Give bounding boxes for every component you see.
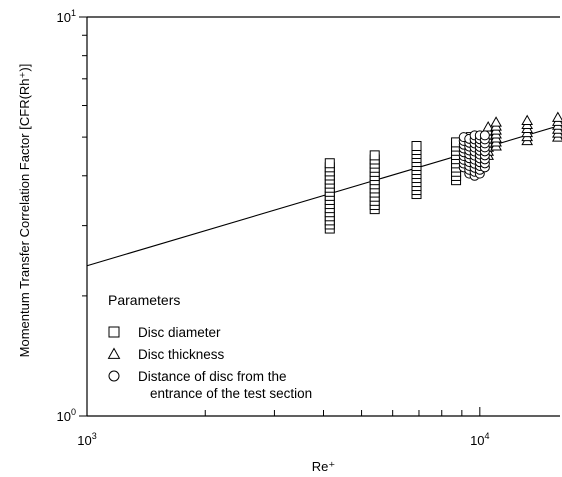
- x-tick-label: 104: [470, 431, 489, 448]
- square-data-point: [369, 150, 380, 161]
- triangle-data-point: [552, 111, 562, 122]
- legend-triangle-icon: [107, 347, 121, 359]
- circle-data-point: [479, 130, 490, 141]
- legend-label-disc-diameter: Disc diameter: [138, 325, 221, 340]
- legend-label-disc-thickness: Disc thickness: [138, 347, 225, 362]
- legend-circle-icon: [108, 370, 120, 382]
- x-tick-label: 103: [77, 431, 96, 448]
- legend: Parameters Disc diameter Disc thickness …: [107, 292, 312, 401]
- legend-markers: [107, 326, 121, 382]
- legend-square-icon: [108, 326, 120, 338]
- triangle-data-point: [490, 116, 502, 127]
- y-tick-label: 101: [57, 8, 76, 25]
- y-tick-label: 100: [57, 407, 76, 424]
- tick-labels: 103 104 100 101: [57, 8, 490, 448]
- data-markers: [324, 111, 562, 234]
- legend-title: Parameters: [108, 292, 180, 308]
- square-data-point: [324, 158, 335, 169]
- axis-ticks: [79, 16, 481, 417]
- y-axis-label: Momentum Transfer Correlation Factor [CF…: [17, 64, 32, 358]
- legend-label-distance-of-disc: Distance of disc from the: [138, 369, 287, 384]
- legend-label-distance-of-disc-line2: entrance of the test section: [150, 386, 312, 401]
- x-axis-label: Re⁺: [312, 459, 335, 474]
- triangle-data-point: [521, 114, 534, 126]
- square-data-point: [411, 140, 422, 151]
